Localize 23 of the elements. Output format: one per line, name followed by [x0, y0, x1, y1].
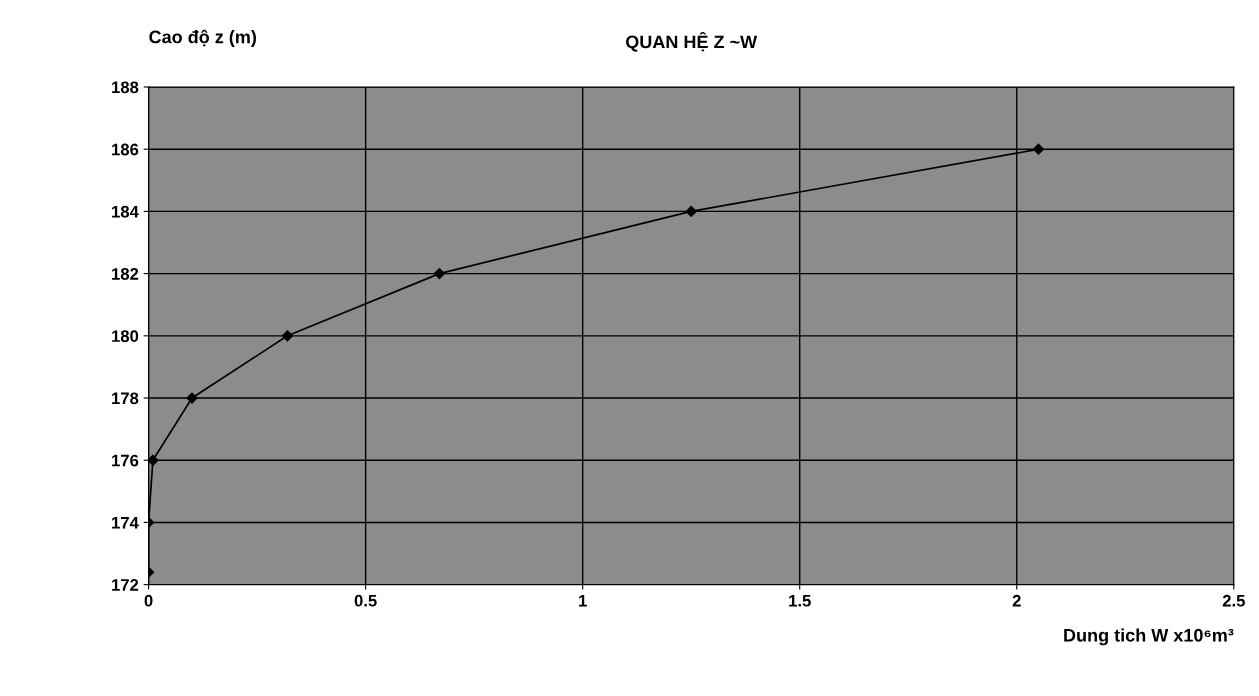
- point: [281, 330, 294, 342]
- y-tick-label: 172: [112, 579, 139, 591]
- point: [148, 454, 159, 466]
- x-tick-label: 2: [1012, 594, 1021, 607]
- y-tick-label: 180: [112, 330, 139, 343]
- y-tick-label: 176: [112, 454, 139, 467]
- x-tick-label: 1: [579, 594, 587, 607]
- y-axis-title: Cao độ z (m): [149, 29, 256, 47]
- y-tick-label: 174: [112, 517, 139, 529]
- y-tick-label: 182: [112, 268, 139, 280]
- point: [433, 268, 446, 280]
- y-tick-label: 186: [112, 143, 139, 156]
- x-tick-label: 0: [144, 594, 153, 607]
- point: [685, 205, 697, 218]
- point: [1032, 143, 1045, 155]
- x-tick-label: 1.5: [789, 594, 811, 607]
- x-tick-label: 0.5: [354, 594, 377, 607]
- x-axis-title: Dung tich W x10⁶m³: [1064, 628, 1234, 646]
- y-tick-label: 184: [112, 205, 139, 218]
- x-tick-label: 2.5: [1222, 594, 1245, 607]
- y-tick-label: 188: [112, 81, 139, 94]
- chart-title: QUAN HỆ Z ~W: [625, 31, 758, 52]
- y-tick-label: 178: [112, 392, 139, 405]
